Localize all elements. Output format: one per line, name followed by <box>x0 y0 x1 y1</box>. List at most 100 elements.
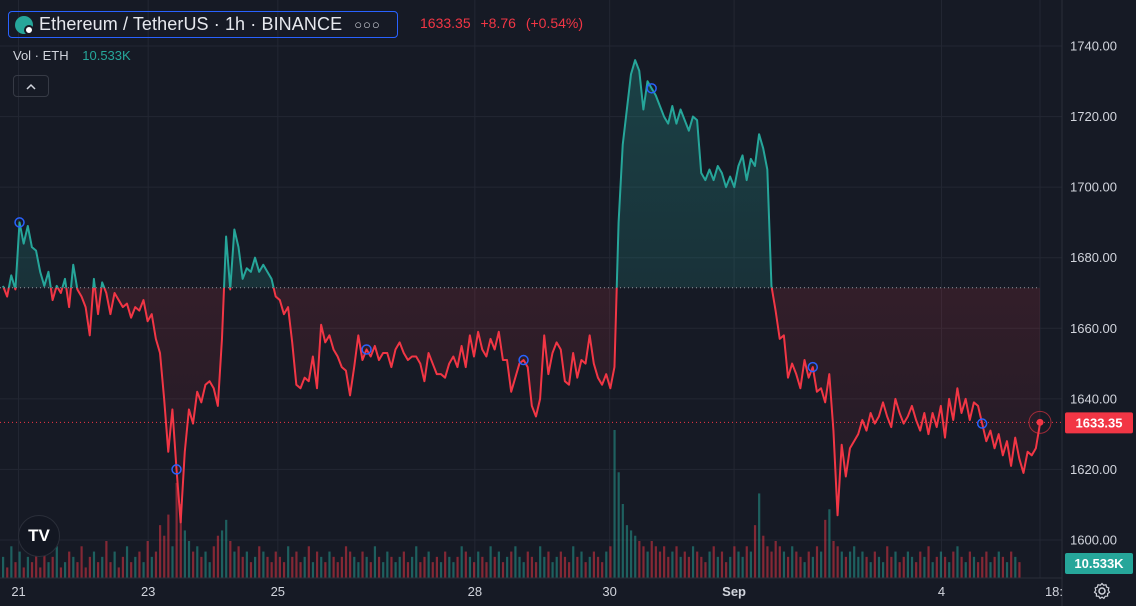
volume-bar <box>262 551 265 578</box>
x-tick-label: 23 <box>141 584 155 599</box>
more-options-icon[interactable]: ○○○ <box>354 17 381 32</box>
volume-bar <box>179 504 182 578</box>
volume-bar <box>361 551 364 578</box>
volume-bar <box>254 556 257 578</box>
volume-bar <box>187 541 191 578</box>
volume-bar <box>493 556 496 578</box>
tradingview-logo[interactable]: TV <box>18 515 60 557</box>
price-series <box>2 59 1041 524</box>
volume-bar <box>6 567 9 578</box>
volume-bar <box>1018 562 1021 578</box>
volume-bar <box>192 551 195 578</box>
volume-bar <box>158 525 162 578</box>
volume-bar <box>311 562 315 578</box>
volume-bar <box>720 551 724 578</box>
volume-bar <box>811 556 814 578</box>
volume-bar <box>753 525 757 578</box>
volume-bar <box>142 562 145 578</box>
volume-bar <box>708 551 711 578</box>
volume-bar <box>80 546 83 578</box>
volume-bar <box>568 562 571 578</box>
volume-bar <box>101 556 104 578</box>
volume-bar <box>415 546 418 578</box>
symbol-title[interactable]: Ethereum / TetherUS · 1h · BINANCE <box>39 14 343 34</box>
volume-bar <box>97 562 100 578</box>
volume-bar <box>506 556 509 578</box>
volume-bar <box>836 546 839 578</box>
volume-bar <box>766 546 769 578</box>
area-above-baseline <box>3 60 772 288</box>
series-line-down <box>2 287 1041 524</box>
area-fill <box>3 60 1040 523</box>
volume-bar <box>857 556 860 578</box>
settings-gear-icon[interactable] <box>1093 582 1111 600</box>
volume-bar <box>349 551 352 578</box>
volume-bar <box>555 556 558 578</box>
volume-bar <box>803 562 806 578</box>
volume-bar <box>894 551 897 578</box>
volume-bar <box>229 541 232 578</box>
y-tick-label: 1680.00 <box>1070 250 1117 265</box>
volume-bar <box>621 504 624 578</box>
price-change: +8.76 <box>480 15 516 31</box>
volume-bar <box>927 546 930 578</box>
volume-bar <box>196 546 199 578</box>
volume-bar <box>526 551 529 578</box>
volume-legend[interactable]: Vol · ETH 10.533K <box>13 48 131 63</box>
volume-bar <box>539 546 542 578</box>
x-tick-label: Sep <box>722 584 746 599</box>
symbol-legend[interactable]: Ethereum / TetherUS · 1h · BINANCE ○○○ <box>8 11 398 38</box>
volume-bar <box>646 551 649 578</box>
volume-bar <box>320 556 323 578</box>
volume-bar <box>919 551 922 578</box>
volume-bar <box>419 562 422 578</box>
volume-bar <box>865 556 868 578</box>
volume-bars <box>2 430 1021 578</box>
volume-bar <box>906 551 909 578</box>
volume-bar <box>733 546 736 578</box>
volume-bar <box>514 546 517 578</box>
volume-bar <box>249 562 253 578</box>
volume-bar <box>1005 562 1009 578</box>
volume-bar <box>481 556 484 578</box>
volume-bar <box>613 430 616 578</box>
volume-bar <box>696 551 699 578</box>
volume-bar <box>584 562 587 578</box>
x-tick-label: 18: <box>1045 584 1063 599</box>
volume-bar <box>580 551 583 578</box>
volume-bar <box>390 556 393 578</box>
volume-bar <box>530 556 534 578</box>
collapse-legend-button[interactable] <box>13 75 49 97</box>
volume-bar <box>844 556 848 578</box>
volume-bar <box>956 546 959 578</box>
volume-bar <box>369 562 372 578</box>
volume-bar <box>344 546 348 578</box>
volume-bar <box>233 551 236 578</box>
volume-bar <box>76 562 79 578</box>
volume-bar <box>799 556 802 578</box>
volume-bar <box>1010 551 1013 578</box>
last-price-tag-label: 1633.35 <box>1076 415 1123 430</box>
volume-bar <box>948 562 951 578</box>
volume-bar <box>592 551 596 578</box>
volume-bar <box>43 551 46 578</box>
volume-bar <box>452 562 455 578</box>
volume-tag <box>1065 553 1133 574</box>
event-marker <box>646 83 657 94</box>
volume-bar <box>92 551 96 578</box>
volume-bar <box>315 551 319 578</box>
volume-bar <box>10 546 13 578</box>
volume-bar <box>840 551 843 578</box>
volume-bar <box>146 541 149 578</box>
volume-bar <box>642 546 645 578</box>
volume-bar <box>365 556 368 578</box>
volume-bar <box>47 562 50 578</box>
volume-bar <box>431 562 434 578</box>
volume-bar <box>117 567 120 578</box>
volume-bar <box>605 551 608 578</box>
volume-bar <box>654 546 657 578</box>
volume-bar <box>559 551 562 578</box>
volume-bar <box>935 556 938 578</box>
